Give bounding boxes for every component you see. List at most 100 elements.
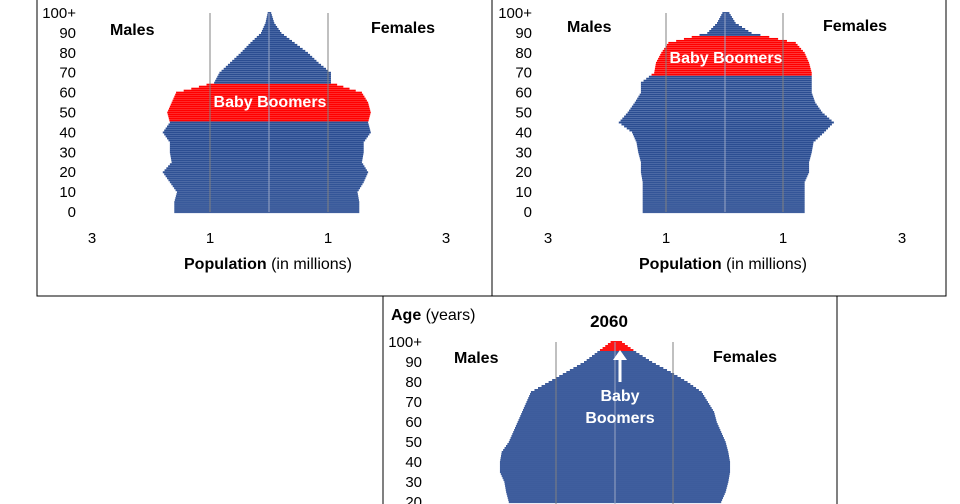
male-bar-age-6 xyxy=(642,199,725,201)
male-bar-age-39 xyxy=(632,133,725,136)
y-tick-label: 100+ xyxy=(388,334,422,351)
male-bar-age-58 xyxy=(638,95,725,98)
male-bar-age-37 xyxy=(634,137,725,140)
male-bar-age-52 xyxy=(510,437,615,439)
female-bar-age-19 xyxy=(269,173,368,176)
female-bar-age-12 xyxy=(269,187,360,190)
x-tick-label: 1 xyxy=(206,230,214,247)
male-bar-age-48 xyxy=(505,445,615,447)
female-bar-age-18 xyxy=(725,175,808,178)
female-bar-age-31 xyxy=(725,149,813,152)
male-bar-age-54 xyxy=(170,103,269,106)
male-bar-age-22 xyxy=(507,497,615,499)
female-bar-age-87 xyxy=(725,37,779,40)
female-bar-age-77 xyxy=(269,57,315,60)
female-bar-age-21 xyxy=(269,169,367,172)
female-bar-age-1 xyxy=(725,209,805,211)
male-bar-age-67 xyxy=(216,77,269,80)
female-bar-age-5 xyxy=(725,201,805,203)
male-bar-age-44 xyxy=(168,123,269,126)
female-bar-age-71 xyxy=(725,69,812,72)
male-bar-age-90 xyxy=(707,31,725,34)
male-bar-age-27 xyxy=(505,487,615,489)
female-bar-age-46 xyxy=(615,449,728,451)
panel-3-y-axis-title-bold: Age xyxy=(391,307,421,324)
male-bar-age-50 xyxy=(627,111,725,114)
panel-2-bars xyxy=(618,12,834,214)
female-bar-age-23 xyxy=(269,165,365,168)
male-bar-age-38 xyxy=(633,135,725,138)
male-bar-age-60 xyxy=(517,421,615,423)
female-bar-age-97 xyxy=(269,18,274,20)
male-bar-age-19 xyxy=(164,173,269,176)
male-bar-age-56 xyxy=(514,429,615,431)
panel-1-x-axis-title: Population (in millions) xyxy=(184,256,352,273)
female-bar-age-99 xyxy=(615,343,625,345)
x-tick-label: 3 xyxy=(898,230,906,247)
y-tick-label: 50 xyxy=(59,105,76,122)
female-bar-age-94 xyxy=(269,24,276,26)
male-bar-age-56 xyxy=(635,99,725,102)
male-bar-age-66 xyxy=(643,79,725,82)
female-bar-age-48 xyxy=(269,115,370,118)
female-bar-age-78 xyxy=(269,55,313,58)
male-bar-age-55 xyxy=(513,431,615,433)
female-bar-age-86 xyxy=(615,369,668,371)
female-bar-age-81 xyxy=(269,49,306,52)
female-bar-age-44 xyxy=(269,123,369,126)
female-bar-age-70 xyxy=(269,71,331,74)
male-bar-age-89 xyxy=(699,33,725,36)
female-bar-age-69 xyxy=(615,403,710,405)
male-bar-age-73 xyxy=(225,65,269,68)
female-bar-age-71 xyxy=(615,399,707,401)
male-bar-age-50 xyxy=(508,441,615,443)
panel-2-x-axis-title: Population (in millions) xyxy=(639,256,807,273)
panel-2-y-ticks: 0 10 20 30 40 50 60 70 80 90 100+ xyxy=(498,5,532,221)
male-bar-age-43 xyxy=(167,125,269,128)
female-bar-age-82 xyxy=(615,377,681,379)
female-bar-age-10 xyxy=(725,191,805,194)
female-bar-age-44 xyxy=(615,453,729,455)
panel-3-gridlines xyxy=(555,342,674,504)
male-bar-age-81 xyxy=(552,379,615,381)
male-bar-age-75 xyxy=(530,391,615,393)
male-bar-age-17 xyxy=(641,177,725,180)
female-bar-age-30 xyxy=(269,151,364,154)
female-bar-age-96 xyxy=(725,20,735,22)
male-bar-age-18 xyxy=(641,175,725,178)
male-bar-age-47 xyxy=(504,447,615,449)
male-bar-age-44 xyxy=(501,453,615,455)
male-bar-age-17 xyxy=(167,177,269,180)
female-bar-age-42 xyxy=(269,127,370,130)
female-bar-age-86 xyxy=(269,39,293,42)
panel-1-x-axis-title-bold: Population xyxy=(184,256,267,273)
male-bar-age-46 xyxy=(169,119,269,122)
female-bar-age-32 xyxy=(615,477,729,479)
male-bar-age-84 xyxy=(562,373,615,375)
male-bar-age-69 xyxy=(218,73,269,76)
female-bar-age-93 xyxy=(269,26,278,28)
female-bar-age-62 xyxy=(269,87,350,90)
female-bar-age-11 xyxy=(269,189,359,192)
female-bar-age-90 xyxy=(269,31,282,34)
male-bar-age-11 xyxy=(642,189,725,192)
panel-3-title: 2060 xyxy=(590,312,628,331)
female-bar-age-5 xyxy=(269,201,360,203)
female-bar-age-90 xyxy=(615,361,653,363)
y-tick-label: 60 xyxy=(515,85,532,102)
male-bar-age-21 xyxy=(640,169,725,172)
female-bar-age-49 xyxy=(269,113,371,116)
female-bar-age-39 xyxy=(269,133,370,136)
female-bar-age-93 xyxy=(725,26,742,28)
male-bar-age-41 xyxy=(629,129,725,132)
panel-2-boomers-label: Baby Boomers xyxy=(670,50,783,67)
male-bar-age-63 xyxy=(640,85,725,88)
male-bar-age-1 xyxy=(174,209,269,211)
female-bar-age-54 xyxy=(615,433,723,435)
male-bar-age-32 xyxy=(169,147,269,150)
male-bar-age-13 xyxy=(642,185,725,188)
female-bar-age-97 xyxy=(615,347,631,349)
female-bar-age-74 xyxy=(615,393,703,395)
female-bar-age-65 xyxy=(725,81,812,84)
male-bar-age-10 xyxy=(176,191,269,194)
